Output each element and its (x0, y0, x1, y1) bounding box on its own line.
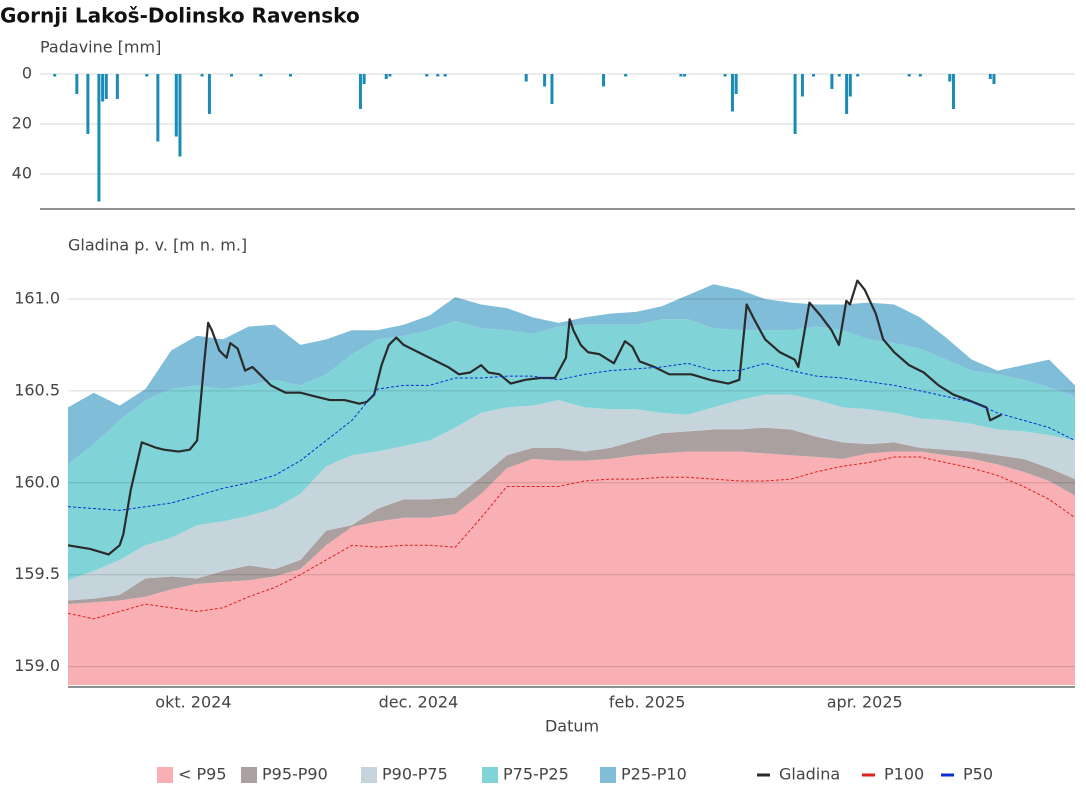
precip-bar (679, 74, 683, 77)
precip-bar (101, 74, 105, 102)
level-line (67, 362, 1076, 511)
y-tick-label: 160.0 (14, 472, 60, 491)
precip-bar (436, 74, 440, 77)
legend-label: P90-P75 (382, 765, 448, 784)
precip-bar (845, 74, 849, 114)
y-tick-label: 161.0 (14, 288, 60, 307)
precip-bar (793, 74, 797, 134)
precip-bar (800, 74, 804, 97)
percentile-band (68, 451, 1075, 685)
precip-bar (830, 74, 834, 89)
legend-swatch (157, 767, 173, 783)
precip-bar (358, 74, 362, 109)
precip-bar (992, 74, 996, 84)
legend-label: P75-P25 (503, 765, 569, 784)
precip-bar (443, 74, 447, 77)
y-axis-label: Padavine [mm] (40, 38, 161, 57)
y-tick-label: 0 (22, 64, 32, 83)
precip-bar (75, 74, 79, 94)
precip-bar (723, 74, 727, 77)
y-axis-label: Gladina p. v. [m n. m.] (68, 236, 247, 255)
precip-bar (207, 74, 211, 114)
y-tick-label: 159.5 (14, 564, 60, 583)
precip-bar (362, 74, 366, 84)
precip-bar (550, 74, 554, 104)
legend-swatch (361, 767, 377, 783)
percentile-band (68, 394, 1075, 601)
precip-bar (624, 74, 628, 77)
precip-bar (988, 74, 992, 79)
precip-bar (230, 74, 234, 77)
precip-bar (104, 74, 108, 99)
precip-bar (683, 74, 687, 77)
legend-label: P50 (963, 765, 993, 784)
precip-bar (53, 74, 57, 77)
precip-bar (259, 74, 263, 77)
legend-swatch (241, 767, 257, 783)
chart-title: Gornji Lakoš-Dolinsko Ravensko (0, 4, 360, 28)
precip-bar (918, 74, 922, 77)
level-line (67, 279, 1002, 556)
precip-bar (951, 74, 955, 109)
legend-swatch (600, 767, 616, 783)
percentile-band (68, 427, 1075, 605)
level-line (67, 456, 1076, 620)
y-tick-label: 20 (12, 114, 32, 133)
x-tick-label: okt. 2024 (155, 693, 231, 712)
precip-bar (907, 74, 911, 77)
percentile-band (68, 319, 1075, 581)
precip-bar (97, 74, 101, 202)
x-tick-label: apr. 2025 (827, 693, 903, 712)
x-tick-label: feb. 2025 (609, 693, 686, 712)
legend-label: Gladina (779, 765, 840, 784)
precip-bar (145, 74, 149, 77)
precip-bar (156, 74, 160, 142)
percentile-band (68, 284, 1075, 465)
x-tick-label: dec. 2024 (379, 693, 459, 712)
precip-bar (388, 74, 392, 77)
precip-bar (730, 74, 734, 112)
precip-bar (602, 74, 606, 87)
precip-bar (734, 74, 738, 94)
precip-bar (178, 74, 182, 157)
x-axis-label: Datum (545, 717, 599, 736)
precip-bar (837, 74, 841, 77)
precip-bar (174, 74, 178, 137)
precip-bar (288, 74, 292, 77)
precip-bar (384, 74, 388, 79)
y-tick-label: 160.5 (14, 380, 60, 399)
precip-bar (948, 74, 952, 82)
legend-label: P25-P10 (621, 765, 687, 784)
precip-bar (200, 74, 204, 77)
y-tick-label: 40 (12, 164, 32, 183)
y-tick-label: 159.0 (14, 656, 60, 675)
precip-bar (524, 74, 528, 82)
precip-bar (811, 74, 815, 77)
legend-label: < P95 (178, 765, 227, 784)
precip-bar (86, 74, 90, 134)
precip-bar (425, 74, 429, 77)
precip-bar (543, 74, 547, 87)
precip-bar (848, 74, 852, 97)
legend-label: P95-P90 (262, 765, 328, 784)
legend-label: P100 (884, 765, 924, 784)
legend-swatch (482, 767, 498, 783)
precip-bar (115, 74, 119, 99)
precip-bar (856, 74, 860, 77)
